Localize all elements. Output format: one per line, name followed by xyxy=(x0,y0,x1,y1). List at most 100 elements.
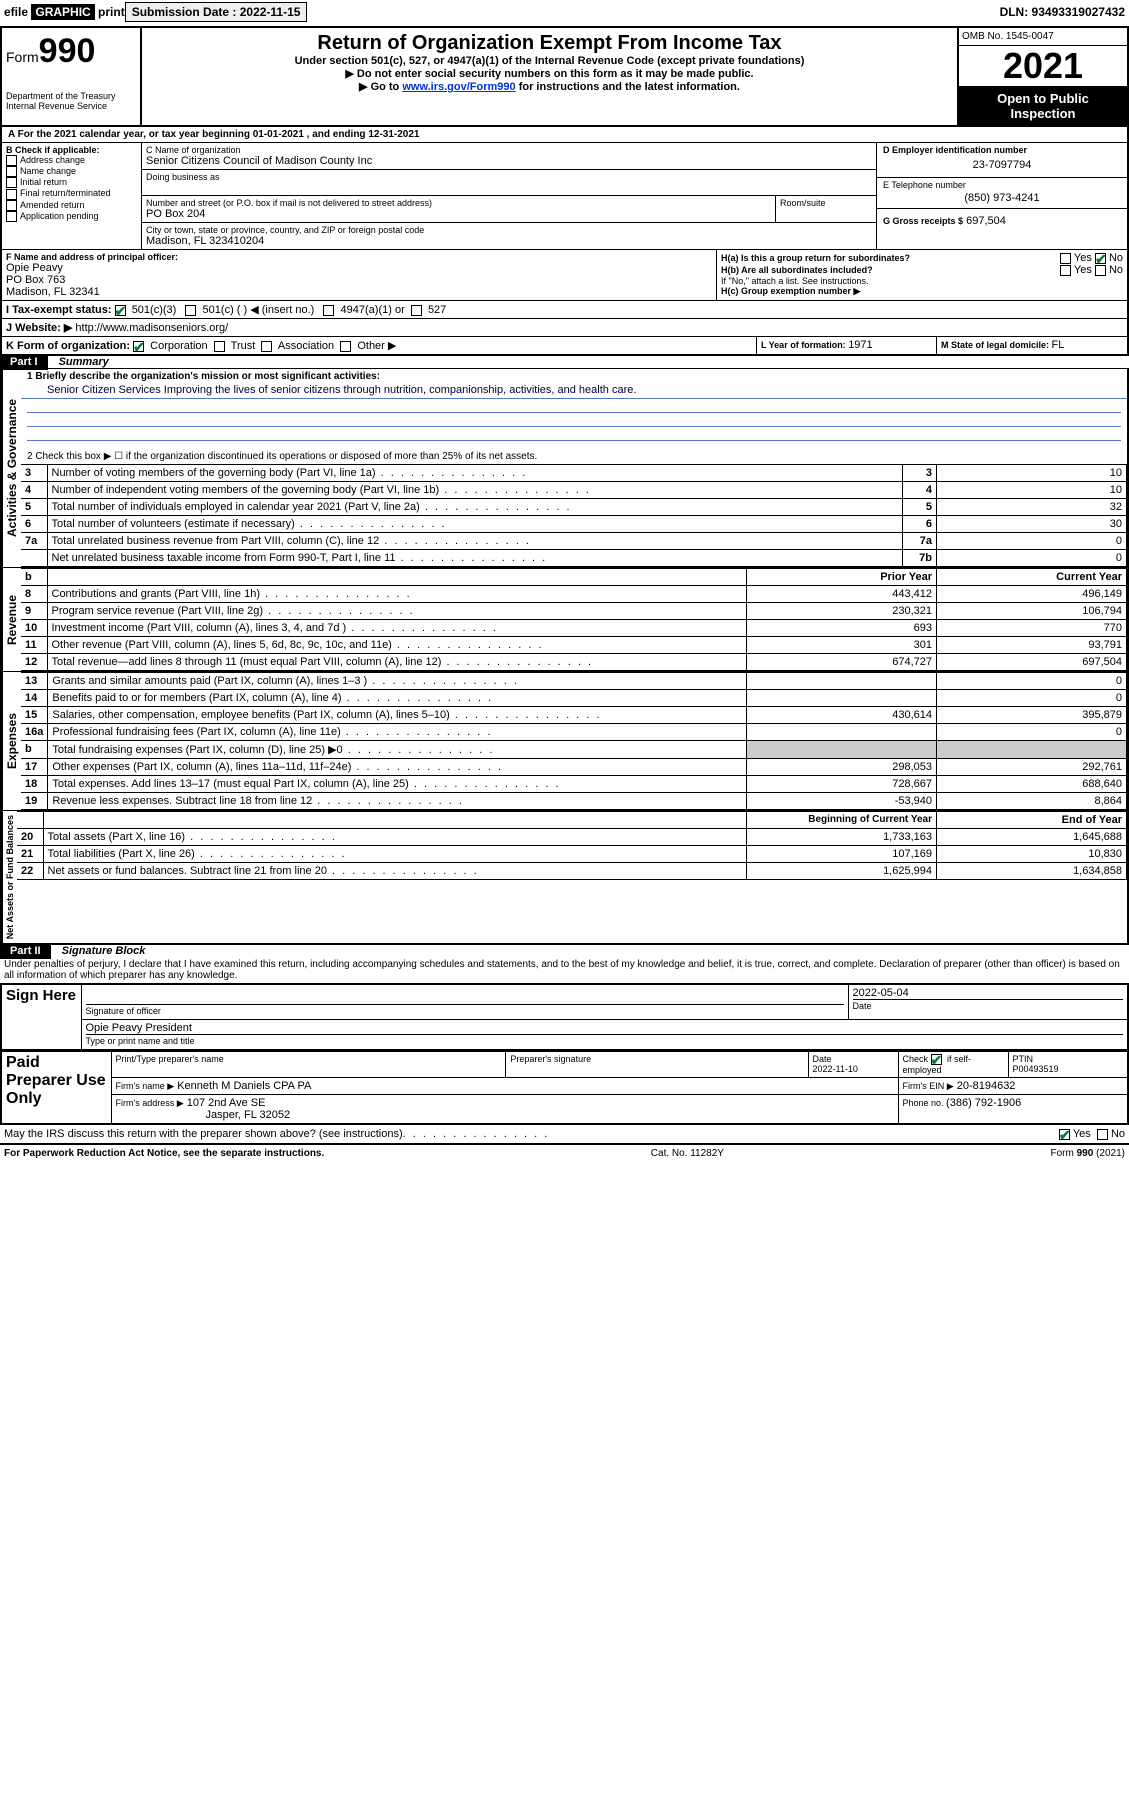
org-name: Senior Citizens Council of Madison Count… xyxy=(146,155,872,167)
form-header: Form990 Department of the Treasury Inter… xyxy=(0,26,1129,127)
public-inspection: Open to PublicInspection xyxy=(959,87,1127,125)
dln: DLN: 93493319027432 xyxy=(1000,5,1125,19)
table-row: 8Contributions and grants (Part VIII, li… xyxy=(21,586,1127,603)
table-row: 3Number of voting members of the governi… xyxy=(21,465,1127,482)
table-row: 11Other revenue (Part VIII, column (A), … xyxy=(21,637,1127,654)
k-assoc-check[interactable] xyxy=(261,341,272,352)
note1: ▶ Do not enter social security numbers o… xyxy=(146,67,953,80)
gross-receipts: 697,504 xyxy=(966,215,1006,227)
table-row: 18Total expenses. Add lines 13–17 (must … xyxy=(21,776,1127,793)
submission-date-button[interactable]: Submission Date : 2022-11-15 xyxy=(125,2,308,22)
table-row: 22Net assets or fund balances. Subtract … xyxy=(17,863,1127,880)
city-label: City or town, state or province, country… xyxy=(146,225,872,235)
col-begin: Beginning of Current Year xyxy=(747,812,937,829)
sig-officer-lbl: Signature of officer xyxy=(86,1006,161,1016)
sign-block: Sign Here Signature of officer 2022-05-0… xyxy=(0,983,1129,1051)
section-fh: F Name and address of principal officer:… xyxy=(0,249,1129,300)
header-bar: efile GRAPHIC print Submission Date : 20… xyxy=(0,0,1129,24)
section-j: J Website: ▶ http://www.madisonseniors.o… xyxy=(0,318,1129,336)
i-label: I Tax-exempt status: xyxy=(6,304,112,316)
table-row: 6Total number of volunteers (estimate if… xyxy=(21,516,1127,533)
self-emp-check[interactable] xyxy=(931,1054,942,1065)
officer-addr1: PO Box 763 xyxy=(6,274,712,286)
col-prior: Prior Year xyxy=(747,569,937,586)
form-subtitle: Under section 501(c), 527, or 4947(a)(1)… xyxy=(146,55,953,67)
table-row: Net unrelated business taxable income fr… xyxy=(21,550,1127,567)
form-foot: Form 990 (2021) xyxy=(1051,1148,1125,1159)
table-row: 14Benefits paid to or for members (Part … xyxy=(21,690,1127,707)
irs-link[interactable]: www.irs.gov/Form990 xyxy=(402,81,515,93)
i-527-check[interactable] xyxy=(411,305,422,316)
b-item[interactable]: Amended return xyxy=(6,200,137,211)
e-label: E Telephone number xyxy=(883,180,1121,190)
may-irs-no[interactable] xyxy=(1097,1129,1108,1140)
city: Madison, FL 323410204 xyxy=(146,235,872,247)
m-val: FL xyxy=(1052,339,1065,351)
firm-name: Kenneth M Daniels CPA PA xyxy=(177,1080,311,1092)
section-klm: K Form of organization: Corporation Trus… xyxy=(0,336,1129,356)
b-item[interactable]: Application pending xyxy=(6,211,137,222)
omb: OMB No. 1545-0047 xyxy=(959,28,1127,46)
table-row: bTotal fundraising expenses (Part IX, co… xyxy=(21,741,1127,759)
may-irs: May the IRS discuss this return with the… xyxy=(4,1128,403,1140)
street-label: Number and street (or P.O. box if mail i… xyxy=(146,198,771,208)
hb-no[interactable] xyxy=(1095,265,1106,276)
v-exp: Expenses xyxy=(2,672,21,810)
catno: Cat. No. 11282Y xyxy=(651,1148,724,1159)
ha-label: H(a) Is this a group return for subordin… xyxy=(721,253,910,263)
b-item[interactable]: Final return/terminated xyxy=(6,188,137,199)
k-other-check[interactable] xyxy=(340,341,351,352)
m-label: M State of legal domicile: xyxy=(941,340,1052,350)
k-corp-check[interactable] xyxy=(133,341,144,352)
part2-header: Part II Signature Block xyxy=(0,945,1129,957)
b-item[interactable]: Initial return xyxy=(6,177,137,188)
table-row: 13Grants and similar amounts paid (Part … xyxy=(21,673,1127,690)
firm-addr2: Jasper, FL 32052 xyxy=(116,1109,291,1121)
k-trust-check[interactable] xyxy=(214,341,225,352)
q2: 2 Check this box ▶ ☐ if the organization… xyxy=(21,449,1127,464)
v-rev: Revenue xyxy=(2,568,21,671)
b-item[interactable]: Name change xyxy=(6,166,137,177)
j-label: J Website: ▶ xyxy=(6,322,75,334)
ha-no[interactable] xyxy=(1095,253,1106,264)
table-row: 16aProfessional fundraising fees (Part I… xyxy=(21,724,1127,741)
i-501c3-check[interactable] xyxy=(115,305,126,316)
paid-label: Paid Preparer Use Only xyxy=(1,1052,111,1125)
part1-title: Summary xyxy=(51,356,109,368)
l-val: 1971 xyxy=(848,339,872,351)
date-lbl: Date xyxy=(853,1001,872,1011)
table-row: 4Number of independent voting members of… xyxy=(21,482,1127,499)
hb-yes[interactable] xyxy=(1060,265,1071,276)
g-label: G Gross receipts $ xyxy=(883,216,963,226)
website[interactable]: http://www.madisonseniors.org/ xyxy=(75,322,228,334)
officer-note: Type or print name and title xyxy=(86,1036,195,1046)
note2: ▶ Go to www.irs.gov/Form990 for instruct… xyxy=(146,80,953,93)
section-i: I Tax-exempt status: 501(c)(3) 501(c) ( … xyxy=(0,300,1129,318)
paid-preparer-block: Paid Preparer Use Only Print/Type prepar… xyxy=(0,1051,1129,1125)
h-note: If "No," attach a list. See instructions… xyxy=(721,276,1123,286)
i-501c-check[interactable] xyxy=(185,305,196,316)
q1-text: Senior Citizen Services Improving the li… xyxy=(21,384,1127,399)
officer-name-sig: Opie Peavy President xyxy=(86,1022,1124,1035)
c-label: C Name of organization xyxy=(146,145,872,155)
sig-date: 2022-05-04 xyxy=(853,987,1124,1000)
room-label: Room/suite xyxy=(776,196,876,222)
dba-label: Doing business as xyxy=(146,172,872,182)
section-bcd: B Check if applicable: Address changeNam… xyxy=(0,143,1129,249)
d-label: D Employer identification number xyxy=(883,145,1121,155)
col-end: End of Year xyxy=(937,812,1127,829)
form-number: Form990 xyxy=(6,32,136,71)
part1-body: Activities & Governance 1 Briefly descri… xyxy=(0,368,1129,945)
form-title: Return of Organization Exempt From Incom… xyxy=(146,32,953,55)
b-item[interactable]: Address change xyxy=(6,155,137,166)
year: 2021 xyxy=(959,46,1127,87)
ha-yes[interactable] xyxy=(1060,253,1071,264)
table-row: 5Total number of individuals employed in… xyxy=(21,499,1127,516)
may-irs-yes[interactable] xyxy=(1059,1129,1070,1140)
q1-label: 1 Briefly describe the organization's mi… xyxy=(21,369,1127,384)
table-row: 10Investment income (Part VIII, column (… xyxy=(21,620,1127,637)
efile-label: efile GRAPHIC print xyxy=(4,5,125,19)
hc-label: H(c) Group exemption number ▶ xyxy=(721,286,1123,297)
declaration: Under penalties of perjury, I declare th… xyxy=(0,957,1129,983)
i-4947-check[interactable] xyxy=(323,305,334,316)
